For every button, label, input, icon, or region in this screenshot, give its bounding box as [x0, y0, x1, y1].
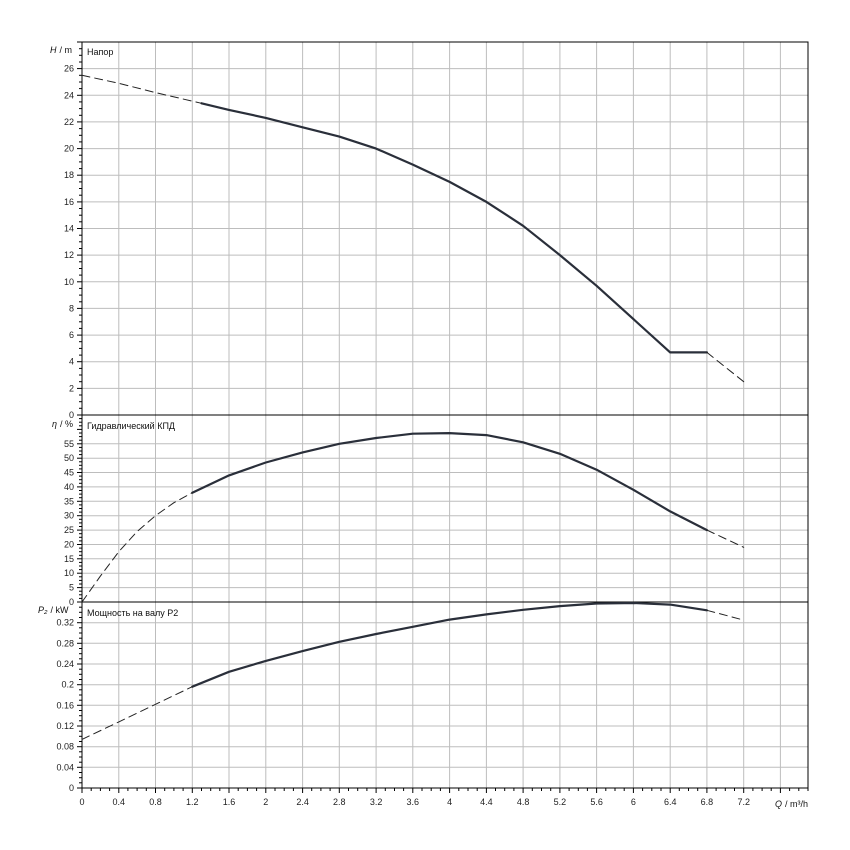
- power-ytick-label: 0.08: [56, 742, 74, 752]
- head-ytick-label: 22: [64, 117, 74, 127]
- efficiency-ytick-label: 10: [64, 568, 74, 578]
- head-panel: Напор H / m: [50, 45, 113, 57]
- flow-xtick-label: 6.8: [701, 797, 714, 807]
- efficiency-ytick-label: 45: [64, 468, 74, 478]
- power-panel: Мощность на валу P2 P₂ / kW Q / m³/h: [38, 605, 808, 809]
- efficiency-axis-unit: / %: [60, 419, 73, 429]
- flow-xtick-label: 4.8: [517, 797, 530, 807]
- head-axis-unit: / m: [60, 45, 73, 55]
- flow-xtick-label: 1.2: [186, 797, 199, 807]
- head-ytick-label: 26: [64, 64, 74, 74]
- power-axis-unit: / kW: [50, 605, 69, 615]
- head-ytick-label: 6: [69, 330, 74, 340]
- head-ytick-label: 18: [64, 170, 74, 180]
- flow-axis-unit: / m³/h: [785, 799, 808, 809]
- flow-xtick-label: 1.6: [223, 797, 236, 807]
- flow-xtick-label: 2: [263, 797, 268, 807]
- efficiency-series-solid-0: [191, 432, 709, 532]
- efficiency-ytick-label: 55: [64, 439, 74, 449]
- head-panel-title: Напор: [87, 47, 113, 57]
- power-ytick-label: 0: [69, 783, 74, 793]
- flow-xtick-label: 0: [79, 797, 84, 807]
- head-ytick-label: 10: [64, 277, 74, 287]
- power-ytick-label: 0.16: [56, 700, 74, 710]
- power-ytick-label: 0.12: [56, 721, 74, 731]
- efficiency-panel: Гидравлический КПД η / %: [52, 419, 175, 431]
- power-ytick-label: 0.28: [56, 638, 74, 648]
- flow-xtick-label: 7.2: [737, 797, 750, 807]
- grid-layer: [77, 41, 809, 793]
- head-series-dashed-2: [706, 351, 745, 383]
- flow-xtick-label: 4.4: [480, 797, 493, 807]
- efficiency-axis-label: η / %: [52, 419, 73, 429]
- head-ytick-label: 16: [64, 197, 74, 207]
- power-ytick-label: 0.32: [56, 618, 74, 628]
- flow-xtick-label: 6.4: [664, 797, 677, 807]
- flow-xtick-label: 2.4: [296, 797, 309, 807]
- flow-xtick-label: 3.2: [370, 797, 383, 807]
- flow-axis-label: Q / m³/h: [775, 799, 808, 809]
- power-series-dashed-2: [706, 609, 745, 621]
- power-ytick-label: 0.24: [56, 659, 74, 669]
- power-ytick-label: 0.2: [61, 680, 74, 690]
- flow-xtick-label: 5.2: [554, 797, 567, 807]
- efficiency-ytick-label: 25: [64, 525, 74, 535]
- efficiency-ytick-label: 20: [64, 540, 74, 550]
- efficiency-series-dashed-2: [706, 529, 745, 548]
- power-axis-label: P₂ / kW: [38, 605, 69, 615]
- flow-axis-symbol: Q: [775, 799, 782, 809]
- flow-xtick-label: 0.8: [149, 797, 162, 807]
- efficiency-frame: [81, 414, 809, 603]
- head-ytick-label: 4: [69, 357, 74, 367]
- flow-xtick-label: 3.6: [407, 797, 420, 807]
- efficiency-ytick-label: 15: [64, 554, 74, 564]
- head-axis-label: H / m: [50, 45, 72, 55]
- head-ytick-label: 24: [64, 90, 74, 100]
- head-ytick-label: 12: [64, 250, 74, 260]
- power-panel-title: Мощность на валу P2: [87, 608, 178, 618]
- flow-xtick-label: 2.8: [333, 797, 346, 807]
- efficiency-ytick-label: 30: [64, 511, 74, 521]
- efficiency-series-dashed-1: [81, 492, 193, 603]
- head-ytick-label: 20: [64, 144, 74, 154]
- head-axis-symbol: H: [50, 45, 57, 55]
- power-series-solid-0: [191, 601, 709, 688]
- power-frame: [81, 601, 809, 789]
- efficiency-ytick-label: 50: [64, 453, 74, 463]
- head-ytick-label: 14: [64, 224, 74, 234]
- head-ytick-label: 8: [69, 303, 74, 313]
- head-series-dashed-1: [81, 74, 202, 104]
- efficiency-ytick-label: 35: [64, 496, 74, 506]
- head-series-solid-0: [200, 102, 709, 354]
- flow-xtick-label: 0.4: [113, 797, 126, 807]
- efficiency-ytick-label: 5: [69, 583, 74, 593]
- flow-xtick-label: 6: [631, 797, 636, 807]
- efficiency-axis-symbol: η: [52, 419, 57, 429]
- power-series-dashed-1: [81, 686, 193, 740]
- flow-xtick-label: 5.6: [590, 797, 603, 807]
- power-axis-symbol: P₂: [38, 605, 48, 615]
- efficiency-ytick-label: 0: [69, 597, 74, 607]
- efficiency-ytick-label: 40: [64, 482, 74, 492]
- flow-xtick-label: 4: [447, 797, 452, 807]
- head-ytick-label: 0: [69, 410, 74, 420]
- power-ytick-label: 0.04: [56, 762, 74, 772]
- efficiency-panel-title: Гидравлический КПД: [87, 421, 175, 431]
- head-ytick-label: 2: [69, 383, 74, 393]
